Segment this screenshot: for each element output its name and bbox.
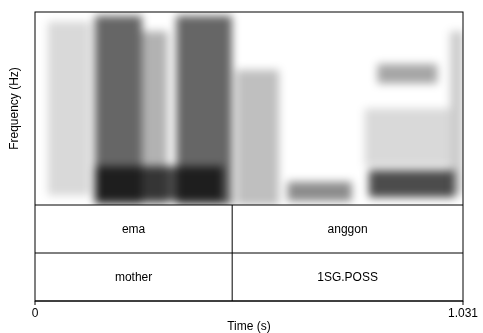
- svg-text:Time (s): Time (s): [227, 319, 271, 333]
- svg-text:1SG.POSS: 1SG.POSS: [317, 270, 378, 284]
- svg-text:mother: mother: [115, 270, 152, 284]
- svg-text:ema: ema: [122, 222, 146, 236]
- svg-text:1.031: 1.031: [448, 306, 478, 320]
- svg-text:anggon: anggon: [328, 222, 368, 236]
- svg-text:0: 0: [32, 306, 39, 320]
- svg-text:Frequency (Hz): Frequency (Hz): [7, 67, 21, 150]
